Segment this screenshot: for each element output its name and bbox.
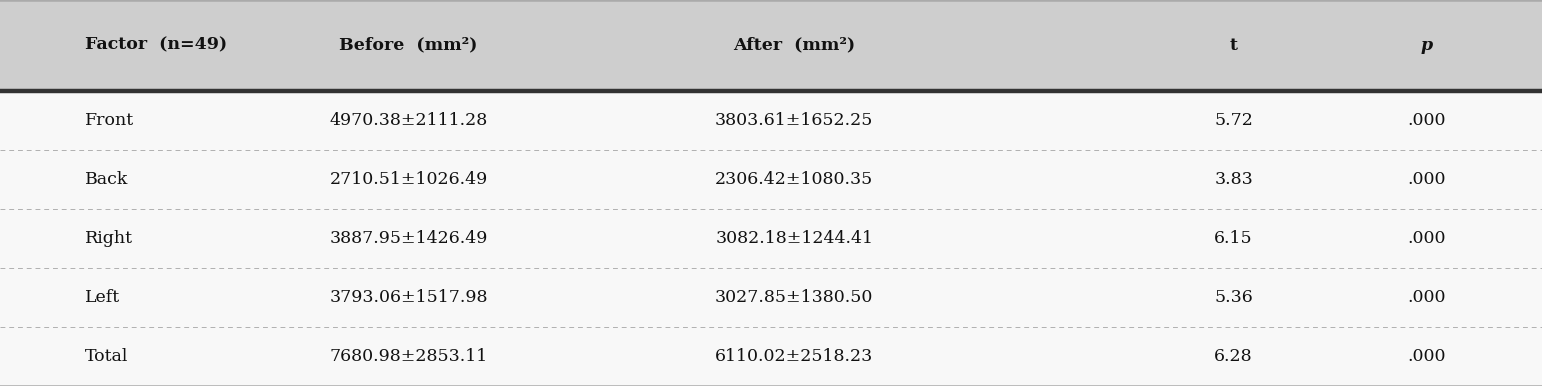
Text: .000: .000 xyxy=(1408,348,1445,365)
Text: Front: Front xyxy=(85,112,134,129)
Text: 3.83: 3.83 xyxy=(1214,171,1254,188)
Text: Factor  (n=49): Factor (n=49) xyxy=(85,37,227,54)
Text: .000: .000 xyxy=(1408,289,1445,306)
Text: 2710.51±1026.49: 2710.51±1026.49 xyxy=(330,171,487,188)
Text: 6110.02±2518.23: 6110.02±2518.23 xyxy=(715,348,873,365)
Text: Before  (mm²): Before (mm²) xyxy=(339,37,478,54)
Text: 3887.95±1426.49: 3887.95±1426.49 xyxy=(330,230,487,247)
Text: 3082.18±1244.41: 3082.18±1244.41 xyxy=(715,230,873,247)
Text: 3793.06±1517.98: 3793.06±1517.98 xyxy=(330,289,487,306)
Text: .000: .000 xyxy=(1408,230,1445,247)
Text: 3803.61±1652.25: 3803.61±1652.25 xyxy=(715,112,873,129)
Text: 7680.98±2853.11: 7680.98±2853.11 xyxy=(330,348,487,365)
Text: .000: .000 xyxy=(1408,112,1445,129)
Text: Total: Total xyxy=(85,348,128,365)
Text: After  (mm²): After (mm²) xyxy=(732,37,856,54)
Text: 3027.85±1380.50: 3027.85±1380.50 xyxy=(715,289,873,306)
Text: 2306.42±1080.35: 2306.42±1080.35 xyxy=(715,171,873,188)
Text: 6.28: 6.28 xyxy=(1214,348,1254,365)
Text: 5.36: 5.36 xyxy=(1214,289,1254,306)
Text: p: p xyxy=(1420,37,1433,54)
Text: .000: .000 xyxy=(1408,171,1445,188)
Text: 5.72: 5.72 xyxy=(1214,112,1254,129)
Bar xyxy=(0,0,1542,91)
Text: 4970.38±2111.28: 4970.38±2111.28 xyxy=(330,112,487,129)
Text: Back: Back xyxy=(85,171,128,188)
Text: 6.15: 6.15 xyxy=(1214,230,1254,247)
Text: Right: Right xyxy=(85,230,133,247)
Text: t: t xyxy=(1229,37,1238,54)
Text: Left: Left xyxy=(85,289,120,306)
